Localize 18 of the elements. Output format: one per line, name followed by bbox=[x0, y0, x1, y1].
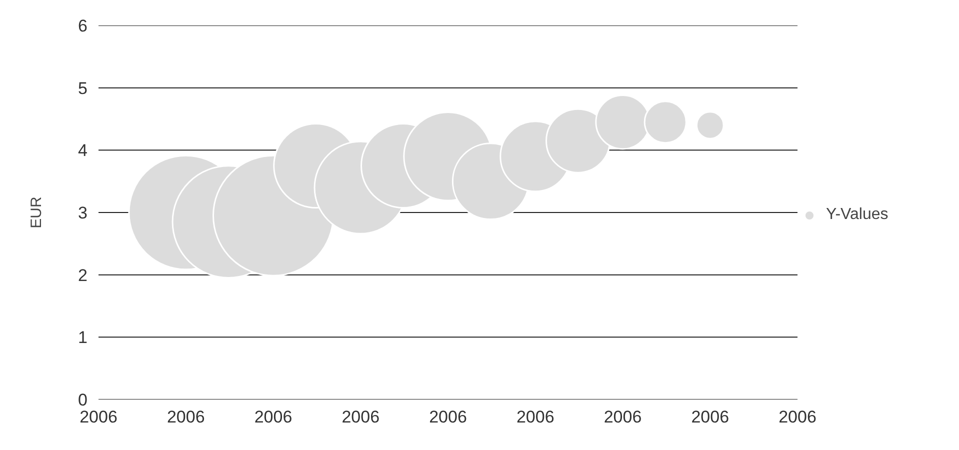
y-tick-label: 1 bbox=[78, 328, 88, 348]
y-tick-label: 0 bbox=[78, 390, 88, 410]
y-tick-label: 4 bbox=[78, 141, 88, 160]
y-tick-label: 2 bbox=[78, 266, 88, 285]
x-tick-label: 2006 bbox=[254, 408, 292, 426]
x-tick-label: 2006 bbox=[80, 408, 118, 426]
x-tick-label: 2006 bbox=[691, 408, 730, 426]
x-tick-label: 2006 bbox=[166, 408, 205, 426]
x-tick-label: 2006 bbox=[604, 408, 642, 426]
x-tick-label: 2006 bbox=[429, 408, 467, 426]
x-tick-label: 2006 bbox=[516, 408, 554, 426]
legend-label: Y-Values bbox=[826, 206, 888, 224]
y-tick-label: 3 bbox=[78, 204, 88, 222]
y-axis-title: EUR bbox=[28, 196, 46, 228]
x-tick-label: 2006 bbox=[778, 408, 816, 426]
y-tick-label: 6 bbox=[78, 16, 88, 36]
y-tick-label: 5 bbox=[78, 78, 88, 98]
x-tick-label: 2006 bbox=[342, 408, 380, 426]
